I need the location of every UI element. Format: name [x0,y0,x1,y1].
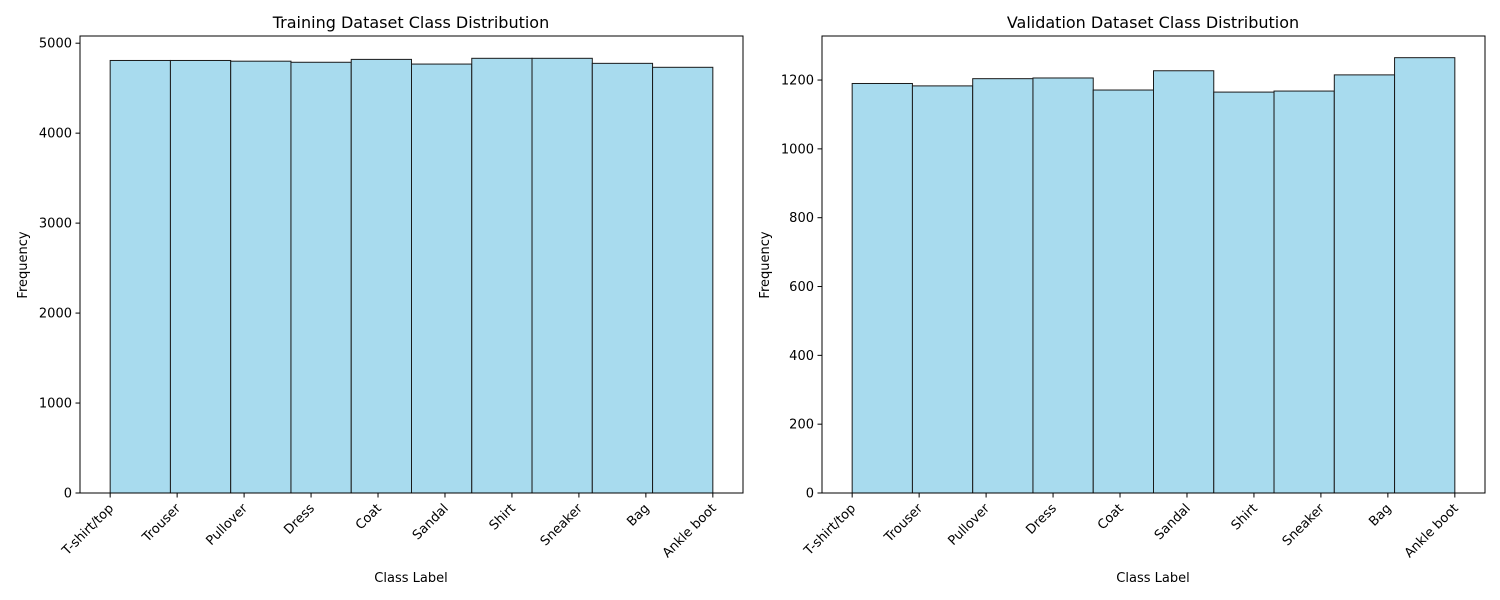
x-tick-label: Bag [624,501,652,529]
y-tick-label: 600 [789,280,814,295]
y-tick-label: 200 [789,418,814,433]
chart-title: Validation Dataset Class Distribution [1007,13,1299,32]
x-tick-label: Sneaker [1280,501,1328,549]
bar-6 [471,57,533,494]
plot-frame [79,35,744,494]
x-tick-label: Bag [1366,501,1394,529]
x-tick-label: Shirt [1229,501,1261,533]
x-tick-label: Ankle boot [1402,501,1462,561]
bar-3 [290,61,352,494]
x-tick-label: Trouser [139,501,184,546]
y-tick-label: 4000 [39,127,72,142]
x-tick-label: Sandal [1152,501,1194,543]
x-tick-label: Sneaker [538,501,586,549]
validation-chart: Validation Dataset Class Distribution Cl… [758,13,1486,586]
bar-2 [972,78,1034,494]
x-tick-label: Coat [353,501,385,533]
y-tick-label: 800 [789,211,814,226]
x-tick-label: T-shirt/top [801,501,859,559]
x-tick-label: Coat [1095,501,1127,533]
x-axis-label: Class Label [374,571,447,586]
y-tick-label: 5000 [39,37,72,52]
y-tick-label: 0 [64,487,72,502]
x-tick-label: Dress [1023,501,1060,538]
bar-7 [531,57,593,494]
bar-0 [109,59,171,494]
x-tick-label: Shirt [487,501,519,533]
y-axis-label: Frequency [758,231,773,298]
x-tick-label: Sandal [410,501,452,543]
bar-9 [1394,57,1456,494]
y-tick-label: 3000 [39,217,72,232]
x-tick-label: Pullover [203,501,251,549]
x-tick-label: Pullover [945,501,993,549]
bar-6 [1213,91,1275,494]
x-axis-label: Class Label [1116,571,1189,586]
bars-group [851,57,1456,494]
y-tick-label: 400 [789,349,814,364]
bar-8 [1333,74,1396,494]
bar-0 [851,82,913,494]
bar-1 [911,85,974,494]
bar-1 [169,59,232,494]
bar-7 [1273,90,1335,494]
bar-5 [1153,70,1215,494]
y-tick-label: 1200 [781,74,814,89]
y-tick-label: 1000 [39,397,72,412]
x-tick-label: Trouser [881,501,926,546]
bar-9 [652,66,714,494]
bars-group [109,57,714,494]
bar-8 [591,62,654,494]
bar-5 [411,63,473,494]
training-chart: Training Dataset Class Distribution Clas… [16,13,744,586]
y-axis-label: Frequency [16,231,31,298]
chart-title: Training Dataset Class Distribution [272,13,549,32]
y-tick-label: 1000 [781,142,814,157]
x-tick-label: T-shirt/top [59,501,117,559]
x-tick-label: Dress [281,501,318,538]
x-tick-label: Ankle boot [660,501,720,561]
bar-4 [350,58,413,494]
y-tick-label: 2000 [39,307,72,322]
bar-2 [230,60,292,494]
bar-4 [1092,89,1154,494]
bar-3 [1032,77,1094,494]
y-tick-label: 0 [806,487,814,502]
plot-frame [821,35,1486,494]
